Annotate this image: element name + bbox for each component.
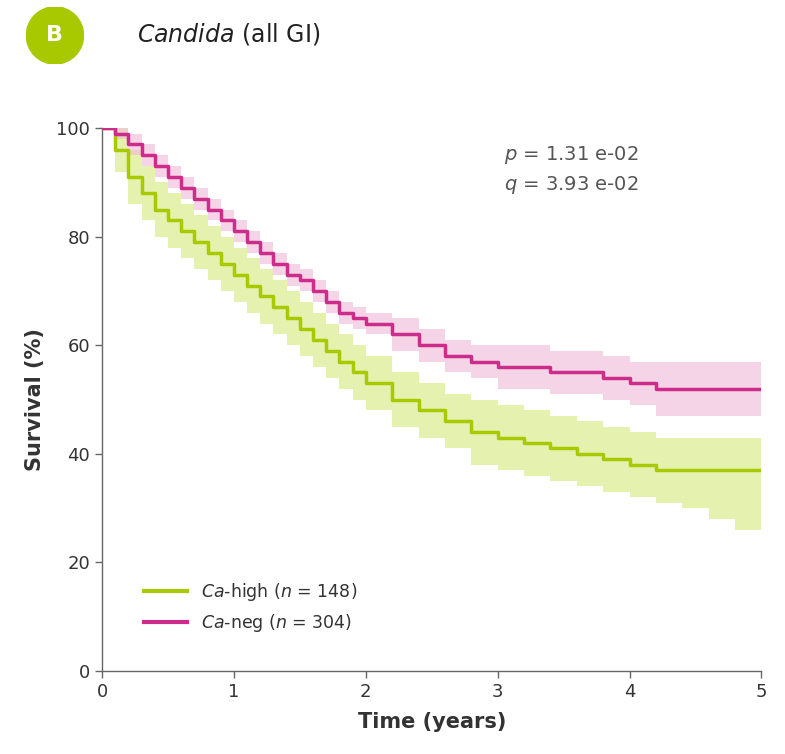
X-axis label: Time (years): Time (years) [357, 712, 506, 732]
Text: $\it{Candida}$ (all GI): $\it{Candida}$ (all GI) [137, 21, 320, 47]
Y-axis label: Survival (%): Survival (%) [25, 328, 46, 471]
Text: B: B [46, 26, 64, 45]
Circle shape [27, 7, 83, 64]
Legend: $\it{Ca}$-high ($\it{n}$ = 148), $\it{Ca}$-neg ($\it{n}$ = 304): $\it{Ca}$-high ($\it{n}$ = 148), $\it{Ca… [137, 574, 364, 641]
Text: $p$ = 1.31 e-02
$q$ = 3.93 e-02: $p$ = 1.31 e-02 $q$ = 3.93 e-02 [504, 145, 639, 197]
